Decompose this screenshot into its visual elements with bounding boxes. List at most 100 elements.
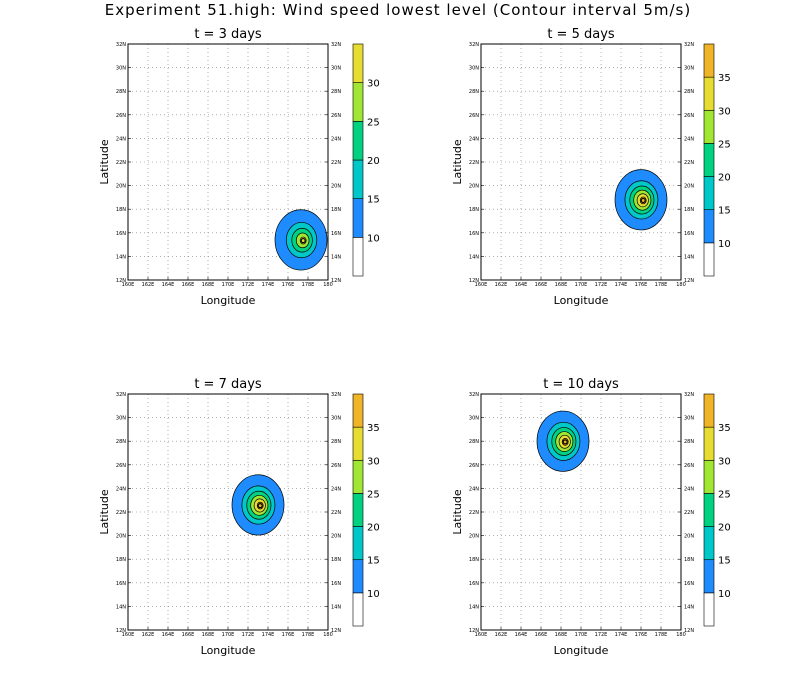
y-tick-label-left: 26N [116,463,126,469]
colorbar-segment-20 [703,493,715,527]
y-tick-label-left: 18N [116,557,126,563]
x-tick-label: 178E [302,282,315,288]
panel-title: t = 3 days [194,27,262,42]
colorbar-segment-30 [703,426,715,461]
y-tick-label-right: 30N [331,66,341,72]
colorbar-label: 35 [367,423,380,434]
x-axis-label: Longitude [554,644,609,657]
y-tick-label-right: 26N [331,463,341,469]
x-tick-label: 172E [242,282,255,288]
colorbar-label: 25 [718,139,731,150]
y-tick-label-left: 14N [116,604,126,610]
y-tick-label-right: 12N [331,628,341,634]
colorbar-label: 35 [718,423,731,434]
y-tick-label-right: 14N [331,254,341,260]
colorbar: 10 15 20 25 30 35 [703,393,731,627]
x-tick-label: 176E [282,632,295,638]
y-tick-label-right: 18N [684,207,694,213]
vortex-eye [257,503,263,509]
y-tick-label-right: 22N [684,510,694,516]
x-tick-label: 178E [655,632,668,638]
y-tick-label-right: 24N [684,136,694,142]
colorbar-label: 25 [367,489,380,500]
y-tick-label-left: 12N [116,628,126,634]
colorbar-segment-10 [703,209,715,244]
y-tick-label-right: 16N [331,231,341,237]
y-tick-label-left: 30N [116,66,126,72]
y-tick-label-left: 28N [469,89,479,95]
colorbar-segment-35 [352,393,364,428]
x-tick-label: 168E [202,632,215,638]
y-tick-label-left: 18N [469,557,479,563]
x-tick-label: 176E [635,632,648,638]
colorbar-segment-5 [352,237,364,277]
colorbar-label: 15 [367,195,380,206]
y-tick-label-left: 30N [116,416,126,422]
y-tick-label-left: 24N [116,486,126,492]
y-tick-label-left: 26N [469,113,479,119]
x-tick-label: 172E [595,632,608,638]
y-tick-label-right: 18N [331,557,341,563]
y-tick-label-left: 14N [116,254,126,260]
x-tick-label: 178E [302,632,315,638]
colorbar-segment-30 [352,43,364,83]
y-tick-label-left: 22N [469,510,479,516]
vortex-eye [562,439,568,445]
y-tick-label-right: 24N [331,486,341,492]
y-tick-label-left: 30N [469,66,479,72]
colorbar-label: 20 [718,523,731,534]
colorbar-segment-10 [352,198,364,238]
x-tick-label: 176E [635,282,648,288]
vortex-contours [614,169,668,231]
x-tick-label: 170E [222,632,235,638]
x-tick-label: 180 [323,632,333,638]
x-tick-label: 162E [142,632,155,638]
y-tick-label-left: 14N [469,604,479,610]
y-tick-label-right: 14N [331,604,341,610]
colorbar-label: 25 [367,117,380,128]
x-tick-label: 166E [535,282,548,288]
y-tick-label-right: 28N [684,89,694,95]
colorbar: 10 15 20 25 30 [352,43,380,277]
y-tick-label-left: 18N [469,207,479,213]
panel-2: t = 5 days 160E 162E 164E 166E 168E 170E 172E 17… [451,27,731,307]
colorbar-label: 10 [718,589,731,600]
y-tick-label-left: 26N [116,113,126,119]
panel-title: t = 10 days [543,377,619,392]
y-tick-label-left: 22N [116,160,126,166]
colorbar-segment-15 [352,159,364,199]
x-tick-label: 162E [495,632,508,638]
y-tick-label-left: 32N [116,392,126,398]
colorbar-label: 20 [367,523,380,534]
y-tick-label-left: 22N [116,510,126,516]
x-tick-label: 170E [575,632,588,638]
x-axis-label: Longitude [554,294,609,307]
y-tick-label-right: 26N [331,113,341,119]
y-tick-label-left: 28N [469,439,479,445]
y-tick-label-right: 20N [684,534,694,540]
colorbar-segment-5 [703,592,715,627]
colorbar-segment-5 [352,592,364,627]
y-tick-label-left: 32N [469,42,479,48]
y-tick-label-right: 32N [331,42,341,48]
colorbar-segment-25 [352,459,364,494]
y-tick-label-right: 32N [684,42,694,48]
y-tick-label-right: 14N [684,254,694,260]
colorbar-label: 10 [367,589,380,600]
y-tick-label-right: 28N [331,439,341,445]
y-axis-label: Latitude [98,489,111,535]
y-tick-label-left: 16N [116,581,126,587]
x-tick-label: 160E [475,282,488,288]
x-tick-label: 180 [676,632,686,638]
x-tick-label: 160E [122,282,135,288]
x-tick-label: 174E [262,282,275,288]
x-tick-label: 172E [595,282,608,288]
colorbar-label: 25 [718,489,731,500]
y-tick-label-right: 20N [331,534,341,540]
vortex-eye [300,237,306,244]
panel-3: t = 7 days 160E 162E 164E 166E 168E 170E 172E 17… [98,377,380,657]
figure-title: Experiment 51.high: Wind speed lowest le… [105,1,691,19]
panel-title: t = 5 days [547,27,615,42]
colorbar-segment-5 [703,242,715,277]
x-tick-label: 180 [676,282,686,288]
